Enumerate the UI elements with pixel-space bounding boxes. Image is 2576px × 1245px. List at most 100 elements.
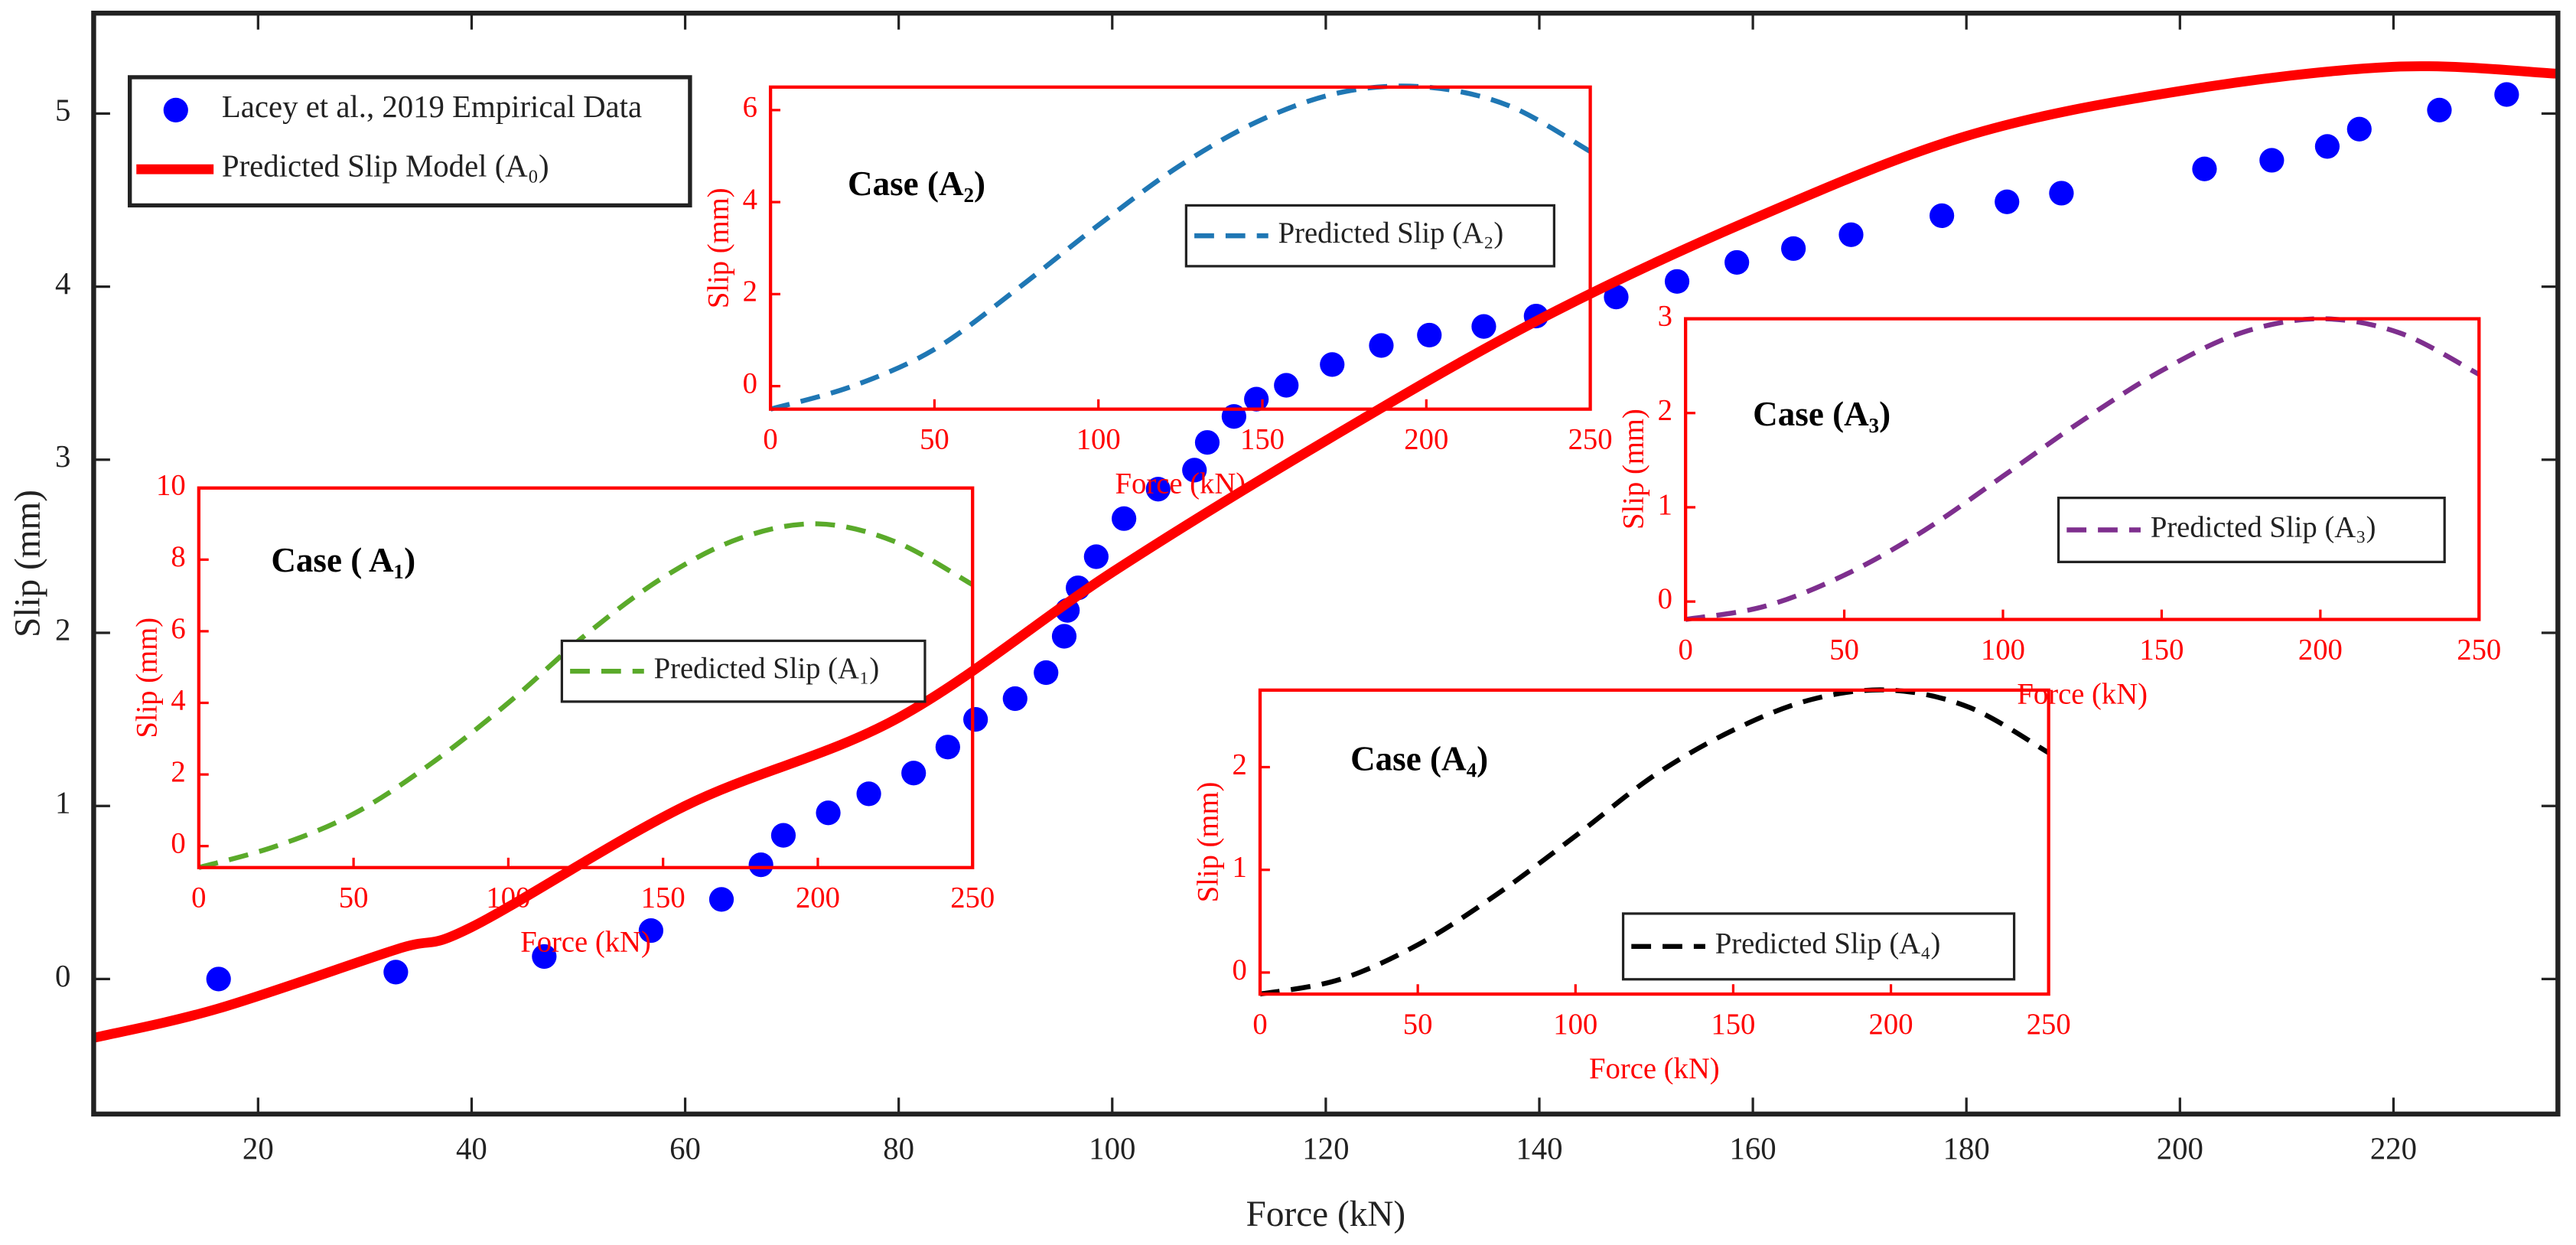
x-tick-label: 50 [339,882,369,914]
data-point [1002,686,1027,712]
x-tick-label: 140 [1516,1132,1562,1166]
legend-label: Predicted Slip (A₄) [1715,928,1941,960]
x-tick-label: 50 [1403,1009,1433,1041]
data-point [1320,352,1345,377]
y-tick-label: 2 [1658,395,1672,427]
data-point [1724,249,1750,275]
x-tick-label: 150 [641,882,686,914]
y-tick-label: 0 [1658,583,1672,615]
x-tick-label: 250 [2457,634,2501,666]
legend-box [127,75,692,208]
y-tick-label: 0 [171,828,185,860]
y-tick-label: 2 [171,756,185,788]
inset-plot: 0 50 100 150 200 250 0 2 4 6 Force (kN) Slip (mm) Ca… [703,83,1613,500]
axes-frame [1258,688,2050,996]
x-tick-label: 200 [796,882,840,914]
inset-plot: 0 50 100 150 200 250 0 1 2 3 Force (kN) Slip (mm) Ca… [1618,300,2502,710]
data-point [1369,333,1394,358]
data-point [206,966,231,992]
axes-frame [1683,317,2481,621]
data-point [2346,116,2372,142]
x-tick-label: 20 [243,1132,274,1166]
data-point [1471,314,1496,339]
y-tick-label: 2 [55,612,70,647]
data-point [2314,134,2340,159]
y-tick-label: 6 [171,613,185,645]
data-point [816,800,841,826]
legend-box [1184,204,1555,268]
data-point [2192,156,2217,181]
x-tick-label: 100 [486,882,530,914]
x-tick-label: 200 [2157,1132,2203,1166]
inset-plot: 0 50 100 150 200 250 0 1 2 Force (kN) Slip (mm) Cas… [1192,687,2071,1085]
inset-title: Case ( A₁) [271,541,415,579]
legend-box [2057,497,2446,563]
data-point [963,707,988,732]
y-tick-label: 2 [743,275,757,308]
data-point [1034,660,1059,686]
main-plot: 20 40 60 80 100 120 140 160 180 200 220012345Force… [8,10,2561,1234]
x-tick-label: 100 [1089,1132,1135,1166]
x-tick-label: 100 [1553,1009,1597,1041]
legend: Lacey et al., 2019 Empirical Data Predict… [127,75,692,208]
axes-frame [768,85,1592,411]
data-line [1685,316,2480,622]
legend-box [1621,912,2016,981]
inset-title: Case (A₄) [1350,740,1488,778]
x-tick-label: 0 [1678,634,1692,666]
axes-frame [197,486,975,869]
data-point [1112,506,1137,531]
legend: Predicted Slip (A₂) [1184,204,1555,268]
x-tick-label: 200 [2298,634,2343,666]
y-tick-label: 4 [743,184,757,216]
legend-label: Predicted Slip (A₂) [1278,217,1504,249]
legend: Predicted Slip (A₁) [560,639,927,703]
data-point [1145,477,1171,502]
data-line [1259,687,2050,997]
data-point [748,852,773,878]
x-tick-label: 150 [2139,634,2184,666]
data-point [1083,544,1109,569]
y-tick-label: 1 [1658,489,1672,521]
y-tick-label: 4 [55,266,70,301]
legend: Predicted Slip (A₄) [1621,912,2016,981]
x-axis-label: Force (kN) [2017,678,2148,710]
data-line [92,61,2558,1043]
data-point [1182,458,1207,483]
legend-label: Predicted Slip (A₃) [2151,511,2376,543]
x-tick-label: 100 [1981,634,2025,666]
data-point [383,960,409,985]
x-axis-label: Force (kN) [1115,468,1246,500]
x-tick-label: 80 [883,1132,914,1166]
x-tick-label: 150 [1240,423,1285,455]
y-tick-label: 3 [55,439,70,474]
data-point [1051,624,1077,649]
x-tick-label: 250 [950,882,995,914]
y-tick-label: 0 [1232,954,1246,986]
x-tick-label: 250 [1568,423,1613,455]
inset-title: Case (A₃) [1753,395,1890,433]
data-point [708,887,734,912]
x-tick-label: 200 [1869,1009,1913,1041]
x-tick-label: 0 [1252,1009,1267,1041]
y-tick-label: 10 [156,470,186,502]
legend-label: Predicted Slip (A₁) [654,653,880,685]
x-tick-label: 0 [191,882,206,914]
data-point [2259,148,2285,173]
x-tick-label: 50 [1829,634,1859,666]
x-tick-label: 100 [1076,423,1121,455]
data-point [1417,322,1442,348]
legend: Predicted Slip (A₃) [2057,497,2446,563]
data-point [2049,181,2074,206]
y-axis-label: Slip (mm) [703,187,735,308]
legend-box [560,639,927,703]
data-line [197,521,974,870]
x-tick-label: 50 [920,423,949,455]
x-tick-label: 220 [2370,1132,2417,1166]
x-tick-label: 160 [1730,1132,1776,1166]
y-tick-label: 6 [743,92,757,124]
data-point [1274,373,1299,398]
x-axis-label: Force (kN) [520,927,651,959]
